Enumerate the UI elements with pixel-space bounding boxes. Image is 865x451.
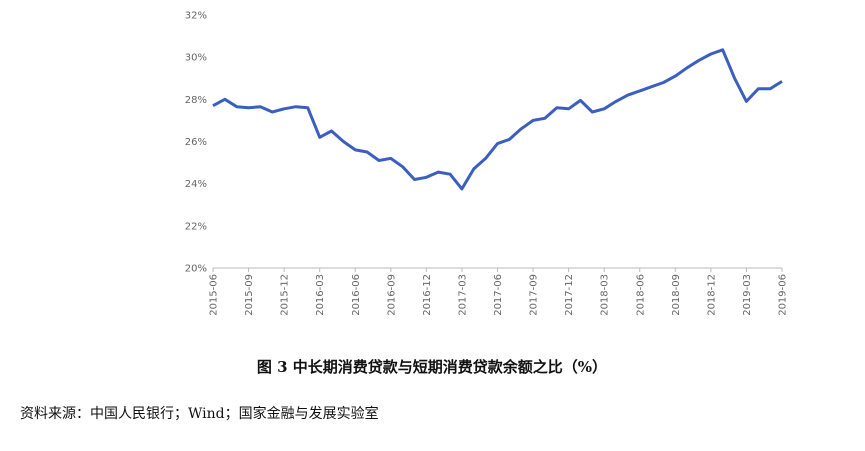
x-tick-label: 2018-09 bbox=[671, 274, 682, 316]
y-tick-label: 22% bbox=[185, 221, 207, 232]
x-tick-label: 2017-03 bbox=[457, 274, 468, 316]
y-tick-label: 24% bbox=[185, 179, 207, 190]
chart-title: 图 3 中长期消费贷款与短期消费贷款余额之比（%） bbox=[257, 358, 607, 376]
x-tick-label: 2015-12 bbox=[280, 274, 291, 316]
source-note: 资料来源：中国人民银行；Wind；国家金融与发展实验室 bbox=[20, 405, 379, 422]
x-tick-label: 2018-03 bbox=[600, 274, 611, 316]
x-tick-label: 2015-09 bbox=[244, 274, 255, 316]
data-line bbox=[212, 48, 783, 191]
x-tick-label: 2015-06 bbox=[209, 274, 220, 316]
x-tick-label: 2017-06 bbox=[493, 274, 504, 316]
y-tick-label: 30% bbox=[185, 53, 207, 64]
x-tick-label: 2018-06 bbox=[635, 274, 646, 316]
x-tick-label: 2019-06 bbox=[778, 274, 789, 316]
y-tick-label: 26% bbox=[185, 137, 207, 148]
x-tick-label: 2016-12 bbox=[422, 274, 433, 316]
y-tick-label: 28% bbox=[185, 95, 207, 106]
y-tick-label: 20% bbox=[185, 264, 207, 275]
x-tick-label: 2016-06 bbox=[351, 274, 362, 316]
y-tick-label: 32% bbox=[185, 11, 207, 22]
x-tick-label: 2016-03 bbox=[315, 274, 326, 316]
x-tick-label: 2017-09 bbox=[529, 274, 540, 316]
x-tick-label: 2018-12 bbox=[706, 274, 717, 316]
x-tick-label: 2016-09 bbox=[386, 274, 397, 316]
x-tick-label: 2017-12 bbox=[564, 274, 575, 316]
x-tick-label: 2019-03 bbox=[742, 274, 753, 316]
